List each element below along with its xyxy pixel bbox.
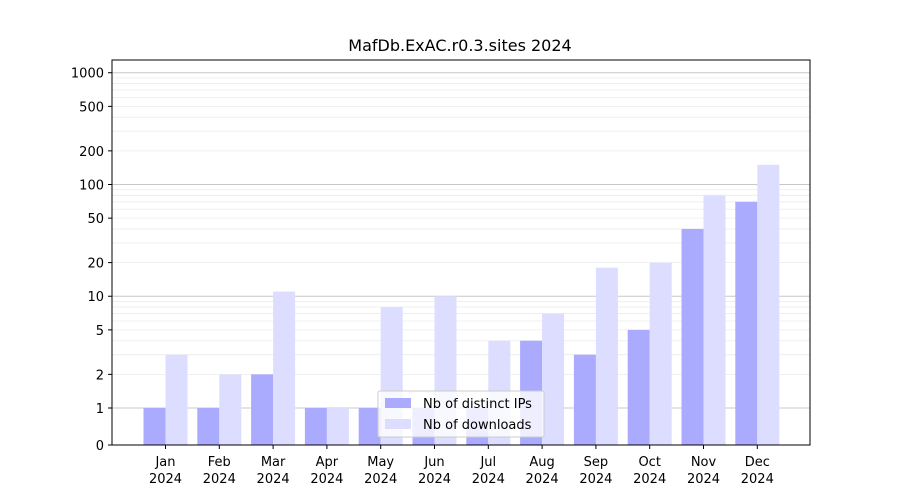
x-tick-label-year: 2024	[418, 472, 451, 487]
y-tick-label: 5	[96, 324, 104, 339]
bar-distinct-ips	[627, 329, 650, 445]
y-tick-label: 20	[87, 257, 104, 272]
x-tick-label-year: 2024	[633, 472, 666, 487]
chart-title: MafDb.ExAC.r0.3.sites 2024	[348, 36, 571, 55]
bar-downloads	[703, 195, 726, 445]
x-tick-label-month: Jul	[479, 455, 496, 470]
bar-downloads	[219, 374, 242, 445]
plot-frame	[111, 59, 811, 446]
bar-downloads	[542, 313, 565, 445]
x-tick-label-year: 2024	[364, 472, 397, 487]
legend-label-downloads: Nb of downloads	[423, 418, 532, 433]
bar-downloads	[595, 267, 618, 445]
x-tick-label-year: 2024	[149, 472, 182, 487]
x-tick-label-month: Jan	[154, 455, 175, 470]
x-tick-label-month: Nov	[691, 455, 717, 470]
x-tick-label-month: Oct	[638, 455, 660, 470]
bar-downloads	[165, 354, 188, 445]
x-tick-label-year: 2024	[310, 472, 343, 487]
x-tick-label-year: 2024	[203, 472, 236, 487]
x-tick-label-month: Feb	[208, 455, 231, 470]
x-tick-label-month: Sep	[584, 455, 609, 470]
y-axis: 0 1 2 5 10 20 50 100 200 500 1000	[71, 67, 112, 454]
x-tick-label-month: Apr	[316, 455, 339, 470]
bar-distinct-ips	[251, 374, 274, 445]
y-tick-label: 100	[79, 178, 104, 193]
x-tick-label-year: 2024	[741, 472, 774, 487]
legend-label-distinct-ips: Nb of distinct IPs	[423, 397, 532, 412]
legend-box	[377, 390, 545, 438]
bar-distinct-ips	[358, 408, 381, 445]
bar-distinct-ips	[143, 408, 166, 445]
x-tick-label-month: May	[367, 455, 394, 470]
y-tick-label: 50	[87, 212, 104, 227]
bar-downloads	[326, 408, 349, 445]
x-tick-label-month: Dec	[745, 455, 770, 470]
x-tick-label-month: Mar	[261, 455, 286, 470]
legend: Nb of distinct IPs Nb of downloads	[377, 390, 545, 438]
x-tick-label-year: 2024	[579, 472, 612, 487]
x-tick-label-year: 2024	[687, 472, 720, 487]
x-axis: Jan 2024 Feb 2024 Mar 2024 Apr 2024 May 2024 Jun 20…	[149, 445, 774, 487]
x-tick-label-year: 2024	[526, 472, 559, 487]
bar-distinct-ips	[197, 408, 220, 445]
y-tick-label: 0	[96, 439, 104, 454]
y-tick-label: 500	[79, 100, 104, 115]
legend-swatch-downloads	[385, 419, 411, 429]
y-tick-label: 1000	[71, 67, 104, 82]
y-tick-label: 1	[96, 402, 104, 417]
y-tick-label: 2	[96, 368, 104, 383]
y-tick-label: 10	[87, 290, 104, 305]
x-tick-label-year: 2024	[472, 472, 505, 487]
x-tick-label-month: Jun	[423, 455, 444, 470]
bar-distinct-ips	[304, 408, 327, 445]
y-tick-label: 200	[79, 145, 104, 160]
bar-distinct-ips	[735, 201, 758, 445]
bar-downloads	[273, 291, 296, 445]
x-tick-label-month: Aug	[529, 455, 554, 470]
bars	[143, 164, 780, 445]
bar-downloads	[757, 164, 780, 445]
legend-swatch-distinct-ips	[385, 398, 411, 408]
x-tick-label-year: 2024	[257, 472, 290, 487]
bar-downloads	[649, 262, 672, 445]
bar-distinct-ips	[573, 354, 596, 445]
bar-distinct-ips	[681, 228, 704, 445]
